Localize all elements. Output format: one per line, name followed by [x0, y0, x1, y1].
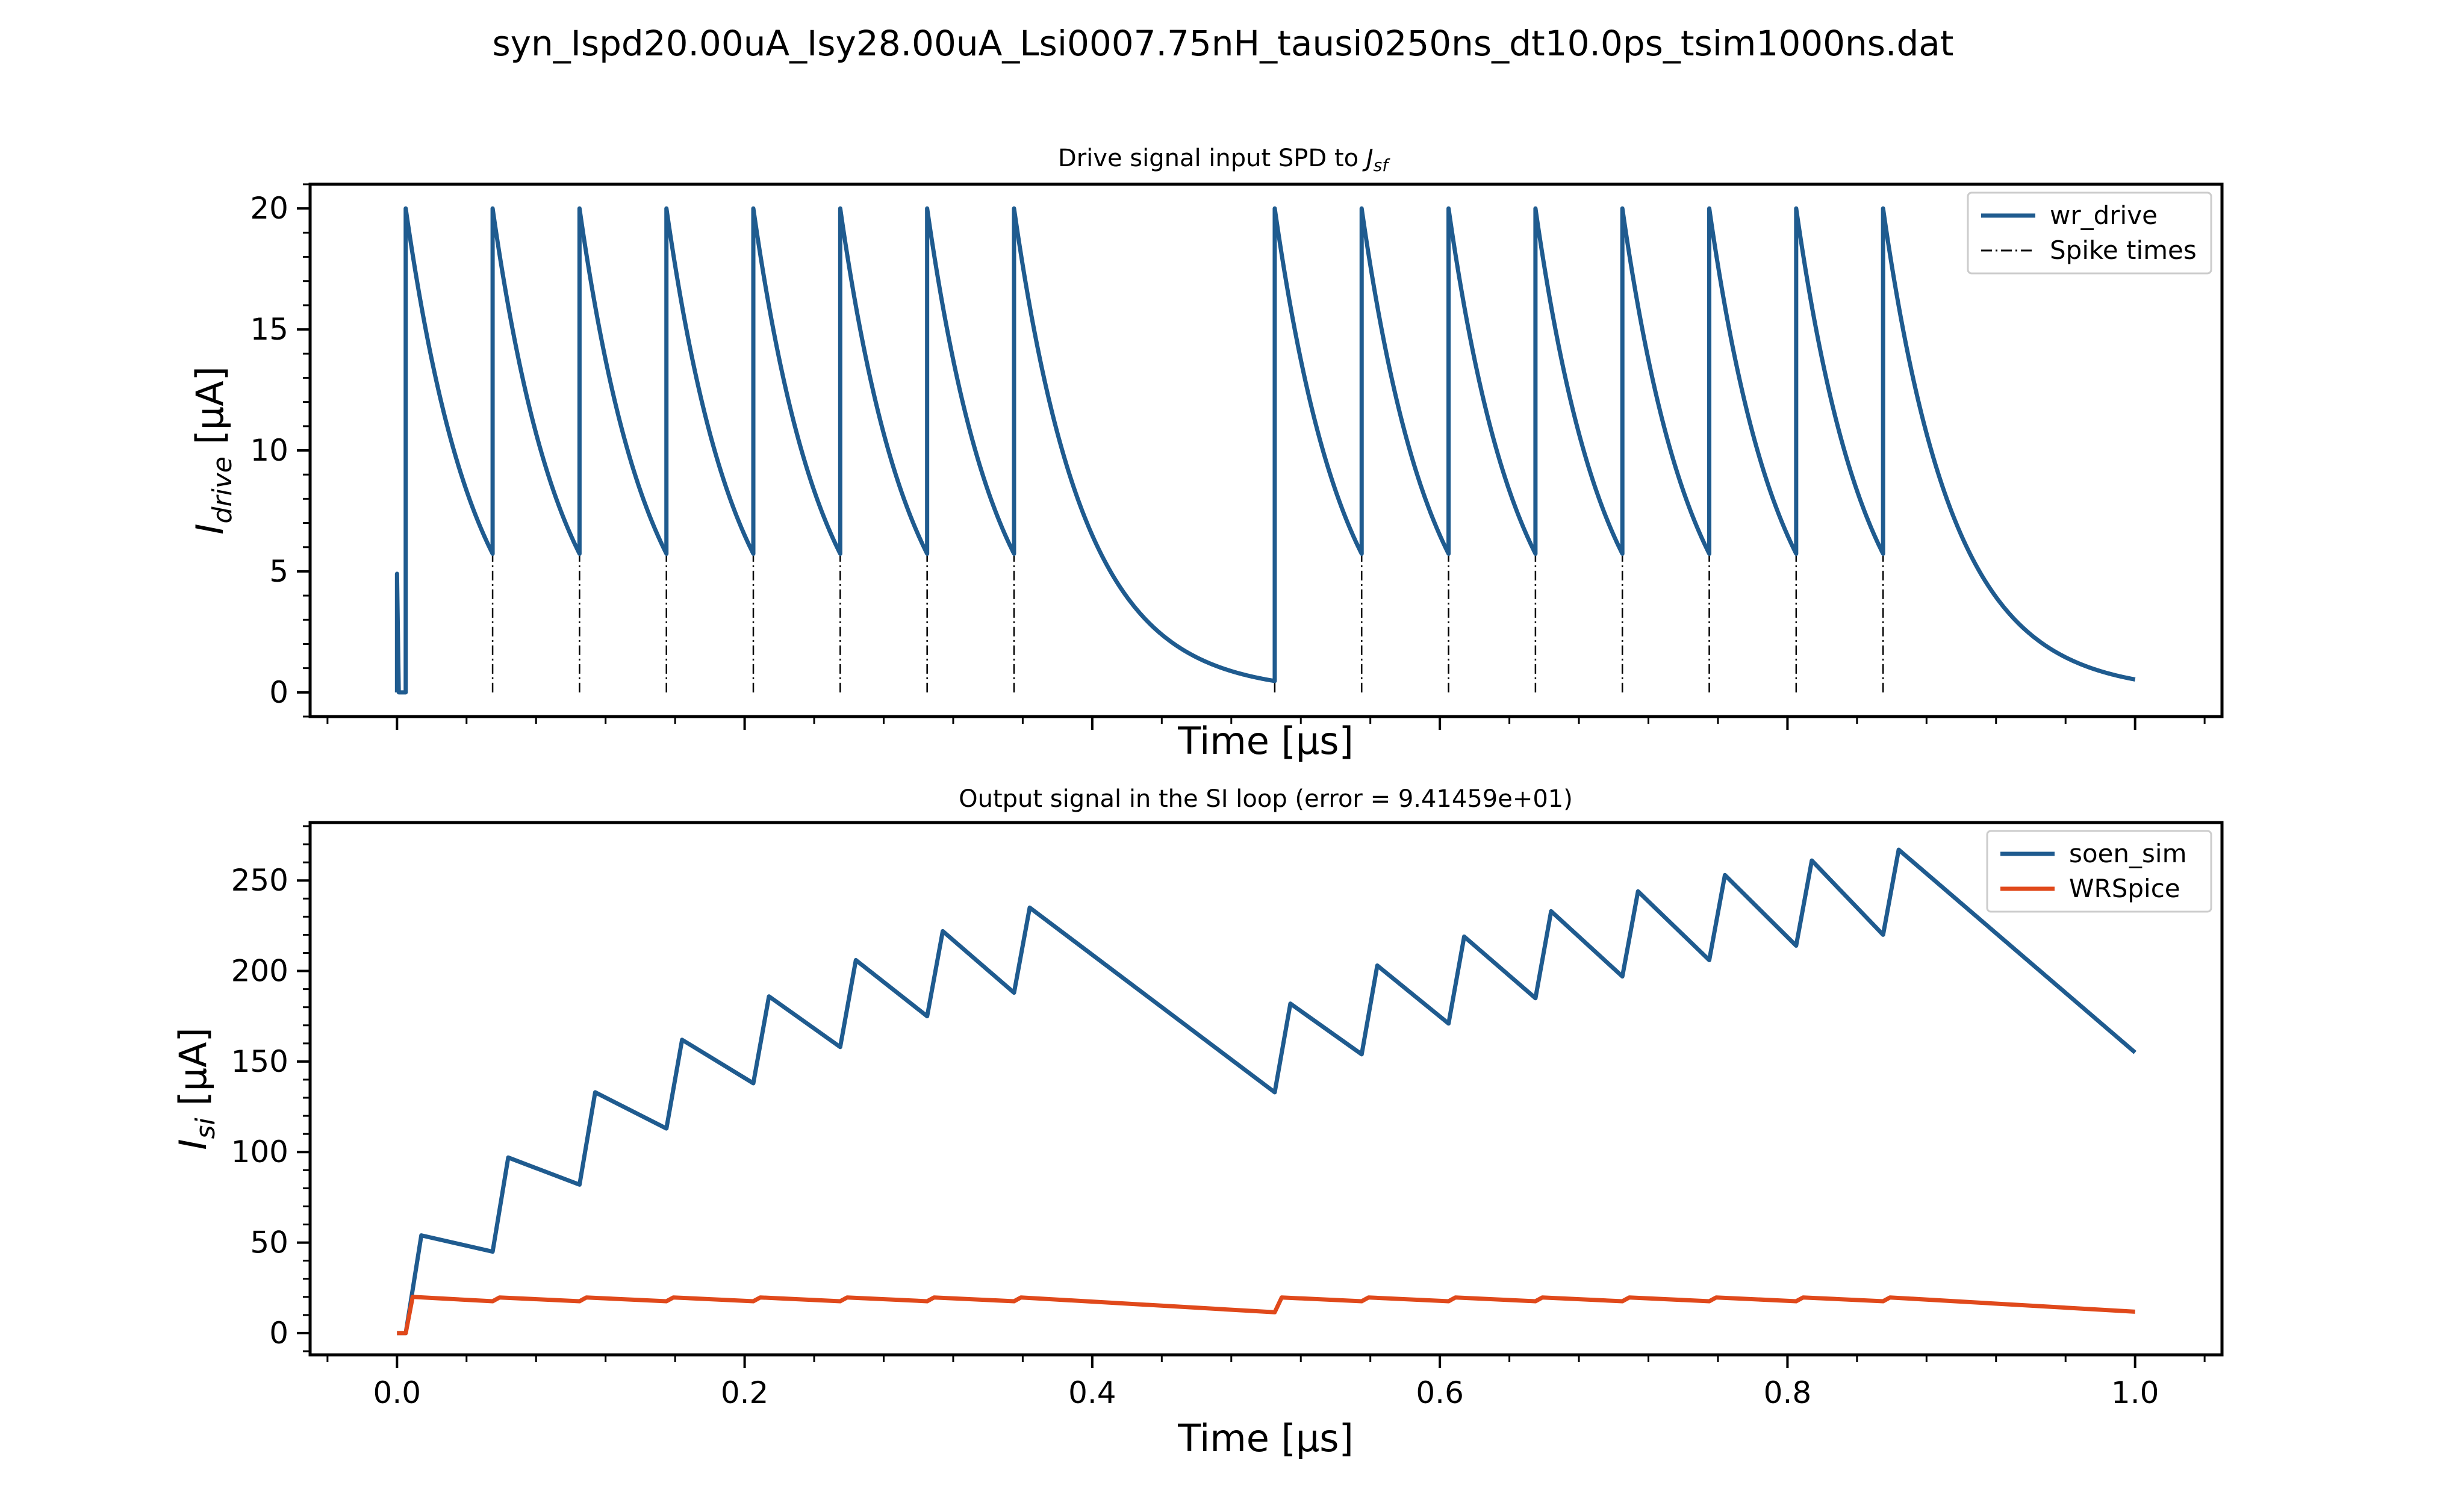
drive-legend-box: [1967, 191, 2212, 275]
si-x-tick-label: 0.4: [1068, 1375, 1116, 1410]
si-y-tick-label: 100: [231, 1134, 288, 1169]
si-x-tick-label: 0.0: [373, 1375, 422, 1410]
si-x-tick-label: 0.8: [1764, 1375, 1812, 1410]
drive-y-axis-label: Idrive [μA]: [188, 366, 238, 535]
si-series-layer: [397, 847, 2136, 1336]
si-y-tick-label: 250: [231, 863, 288, 898]
si-panel-title: Output signal in the SI loop (error = 9.…: [959, 785, 1573, 813]
drive-y-axis: 0 5 10 15 20: [250, 183, 310, 718]
drive-y-tick-label: 15: [250, 312, 288, 347]
si-y-axis-label: Isi [μA]: [171, 1027, 221, 1150]
drive-y-tick-label: 20: [250, 191, 288, 226]
wrspice-line: [397, 1295, 2135, 1336]
drive-panel-title: Drive signal input SPD to Jsf: [1058, 145, 1390, 175]
si-output-panel: Output signal in the SI loop (error = 9.…: [171, 785, 2224, 1460]
legend-label-spike-times: Spike times: [2050, 235, 2197, 265]
si-legend: soen_sim WRSpice: [1986, 830, 2212, 913]
drive-y-tick-label: 5: [269, 554, 288, 589]
si-x-axis: 0.0 0.2 0.4 0.6 0.8 1.0: [326, 1355, 2206, 1410]
si-y-axis: 0 50 100 150 200 250: [231, 825, 310, 1352]
drive-x-axis-label: Time [μs]: [1177, 719, 1354, 763]
drive-series-layer: [394, 206, 2136, 695]
figure-suptitle: syn_Ispd20.00uA_Isy28.00uA_Lsi0007.75nH_…: [492, 23, 1953, 64]
si-plot-frame: [308, 821, 2224, 1357]
soen-sim-line: [397, 847, 2136, 1336]
si-x-axis-label: Time [μs]: [1177, 1416, 1354, 1460]
si-legend-box: [1986, 830, 2212, 913]
si-y-tick-label: 200: [231, 954, 288, 989]
drive-signal-panel: Drive signal input SPD to Jsf 0 5 10 15 20 T…: [188, 145, 2224, 763]
si-x-tick-label: 0.2: [721, 1375, 769, 1410]
si-y-tick-label: 0: [269, 1316, 288, 1351]
si-y-tick-label: 150: [231, 1044, 288, 1079]
drive-x-axis: [326, 717, 2206, 730]
si-x-tick-label: 1.0: [2111, 1375, 2159, 1410]
drive-plot-frame: [308, 182, 2224, 718]
legend-label-soen-sim: soen_sim: [2069, 839, 2187, 868]
si-y-tick-label: 50: [250, 1225, 288, 1260]
drive-y-tick-label: 0: [269, 675, 288, 710]
si-x-tick-label: 0.6: [1416, 1375, 1464, 1410]
legend-label-wr-drive: wr_drive: [2050, 201, 2158, 230]
drive-legend: wr_drive Spike times: [1967, 191, 2212, 275]
wr-drive-line: [394, 206, 2136, 695]
drive-y-tick-label: 10: [250, 433, 288, 468]
legend-label-wrspice: WRSpice: [2069, 874, 2180, 903]
